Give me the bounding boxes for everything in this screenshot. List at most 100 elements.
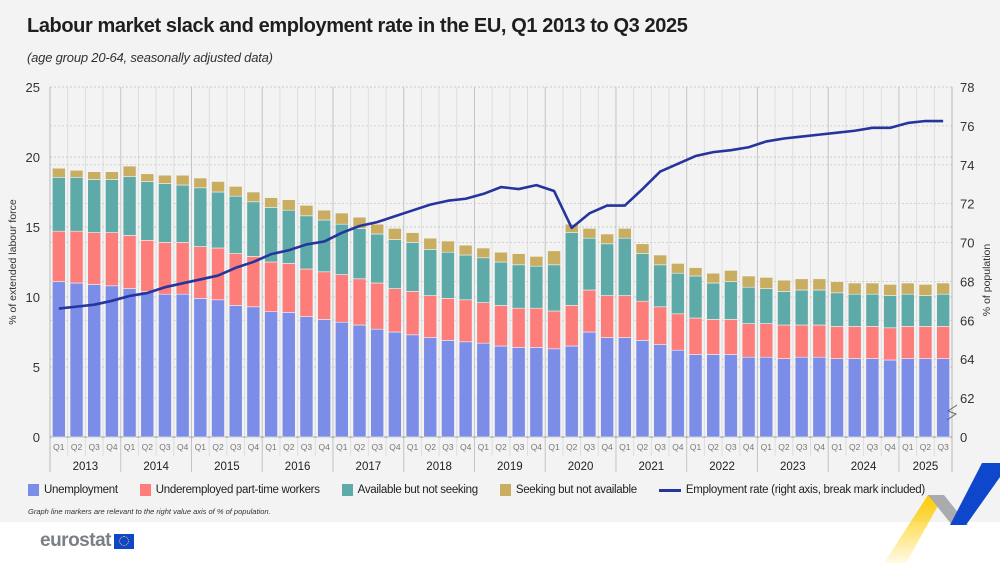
bar-unemployment — [688, 354, 703, 438]
bar-underemployed-part-time-workers — [600, 295, 614, 338]
y2-tick-label: 78 — [960, 80, 974, 95]
legend-swatch — [139, 484, 151, 496]
bar-underemployed-part-time-workers — [122, 235, 137, 289]
bar-available-but-not-seeking — [671, 272, 685, 315]
bar-seeking-but-not-available — [87, 171, 102, 180]
y2-tick-label: 68 — [960, 274, 974, 289]
bar-seeking-but-not-available — [264, 197, 278, 208]
bar-seeking-but-not-available — [193, 177, 208, 189]
chart-title: Labour market slack and employment rate … — [27, 15, 688, 37]
bar-available-but-not-seeking — [317, 219, 331, 273]
bar-available-but-not-seeking — [529, 265, 544, 309]
bar-underemployed-part-time-workers — [830, 326, 844, 359]
bar-unemployment — [635, 340, 650, 438]
bar-available-but-not-seeking — [476, 257, 491, 303]
bar-unemployment — [423, 337, 438, 438]
x-quarter-label: Q1 — [53, 442, 65, 452]
employment-rate-line — [58, 119, 944, 310]
bar-available-but-not-seeking — [918, 295, 933, 327]
bar-unemployment — [618, 337, 632, 438]
bar-seeking-but-not-available — [653, 254, 667, 266]
y2-tick-label: 72 — [960, 197, 974, 212]
bar-available-but-not-seeking — [741, 286, 756, 324]
bar-available-but-not-seeking — [564, 232, 579, 306]
bar-seeking-but-not-available — [335, 212, 349, 225]
bar-unemployment — [759, 356, 774, 438]
bar-unemployment — [777, 358, 791, 438]
bar-underemployed-part-time-workers — [87, 232, 102, 285]
bar-available-but-not-seeking — [458, 254, 473, 301]
bar-available-but-not-seeking — [158, 183, 172, 243]
bar-underemployed-part-time-workers — [140, 240, 155, 292]
bar-available-but-not-seeking — [69, 177, 84, 232]
bar-underemployed-part-time-workers — [299, 268, 314, 317]
bar-seeking-but-not-available — [299, 205, 314, 217]
bar-seeking-but-not-available — [122, 165, 137, 177]
bar-available-but-not-seeking — [865, 293, 880, 327]
bar-unemployment — [352, 324, 367, 438]
bar-underemployed-part-time-workers — [564, 305, 579, 347]
bar-unemployment — [529, 347, 544, 438]
x-quarter-label: Q4 — [743, 442, 755, 452]
y-tick-label: 5 — [33, 360, 40, 375]
footnote: Graph line markers are relevant to the r… — [28, 507, 271, 516]
bar-available-but-not-seeking — [847, 293, 862, 327]
x-quarter-label: Q2 — [212, 442, 224, 452]
x-quarter-label: Q1 — [478, 442, 490, 452]
bar-available-but-not-seeking — [281, 209, 296, 264]
y2-tick-label: 74 — [960, 158, 974, 173]
x-quarter-label: Q1 — [124, 442, 136, 452]
x-quarter-label: Q3 — [513, 442, 525, 452]
y-axis-title: % of extended labour force — [7, 199, 19, 325]
bar-underemployed-part-time-workers — [671, 313, 685, 351]
bar-available-but-not-seeking — [936, 293, 950, 327]
bar-unemployment — [246, 306, 261, 438]
bar-available-but-not-seeking — [812, 289, 827, 326]
x-year-label: 2022 — [709, 461, 735, 473]
bar-available-but-not-seeking — [635, 253, 650, 302]
bar-underemployed-part-time-workers — [105, 232, 119, 287]
bar-unemployment — [335, 321, 349, 438]
bar-underemployed-part-time-workers — [847, 326, 862, 359]
bar-unemployment — [847, 358, 862, 438]
bar-seeking-but-not-available — [140, 173, 155, 182]
bar-unemployment — [794, 356, 809, 438]
axis-break-mark — [946, 404, 958, 421]
x-quarter-label: Q3 — [937, 442, 949, 452]
bar-underemployed-part-time-workers — [388, 288, 402, 333]
bar-underemployed-part-time-workers — [812, 324, 827, 358]
bar-unemployment — [299, 316, 314, 438]
bar-seeking-but-not-available — [458, 244, 473, 256]
x-year-label: 2016 — [285, 461, 311, 473]
bar-unemployment — [405, 334, 420, 438]
x-quarter-label: Q4 — [814, 442, 826, 452]
bar-seeking-but-not-available — [529, 256, 544, 267]
x-quarter-label: Q3 — [372, 442, 384, 452]
bar-available-but-not-seeking — [405, 242, 420, 292]
bar-available-but-not-seeking — [52, 177, 66, 232]
x-year-label: 2014 — [143, 461, 169, 473]
bar-available-but-not-seeking — [618, 237, 632, 296]
bar-available-but-not-seeking — [441, 251, 455, 299]
bar-unemployment — [388, 331, 402, 438]
bar-unemployment — [582, 331, 597, 438]
x-quarter-label: Q2 — [637, 442, 649, 452]
bar-seeking-but-not-available — [635, 243, 650, 254]
bar-unemployment — [441, 340, 455, 438]
y-tick-label: 20 — [26, 150, 40, 165]
bar-seeking-but-not-available — [547, 250, 561, 266]
bar-available-but-not-seeking — [193, 187, 208, 247]
bar-available-but-not-seeking — [122, 176, 137, 236]
legend-label: Available but not seeking — [357, 484, 478, 496]
x-quarter-label: Q3 — [159, 442, 171, 452]
legend-item-seeking: Seeking but not available — [499, 484, 637, 496]
bar-unemployment — [158, 293, 172, 438]
y2-tick-label: 0 — [960, 430, 967, 445]
bar-available-but-not-seeking — [105, 179, 119, 233]
bar-seeking-but-not-available — [671, 263, 685, 274]
eurostat-logo: eurostat — [40, 530, 134, 552]
bar-seeking-but-not-available — [423, 237, 438, 250]
bar-seeking-but-not-available — [830, 281, 844, 294]
bar-available-but-not-seeking — [777, 291, 791, 326]
x-quarter-label: Q1 — [831, 442, 843, 452]
